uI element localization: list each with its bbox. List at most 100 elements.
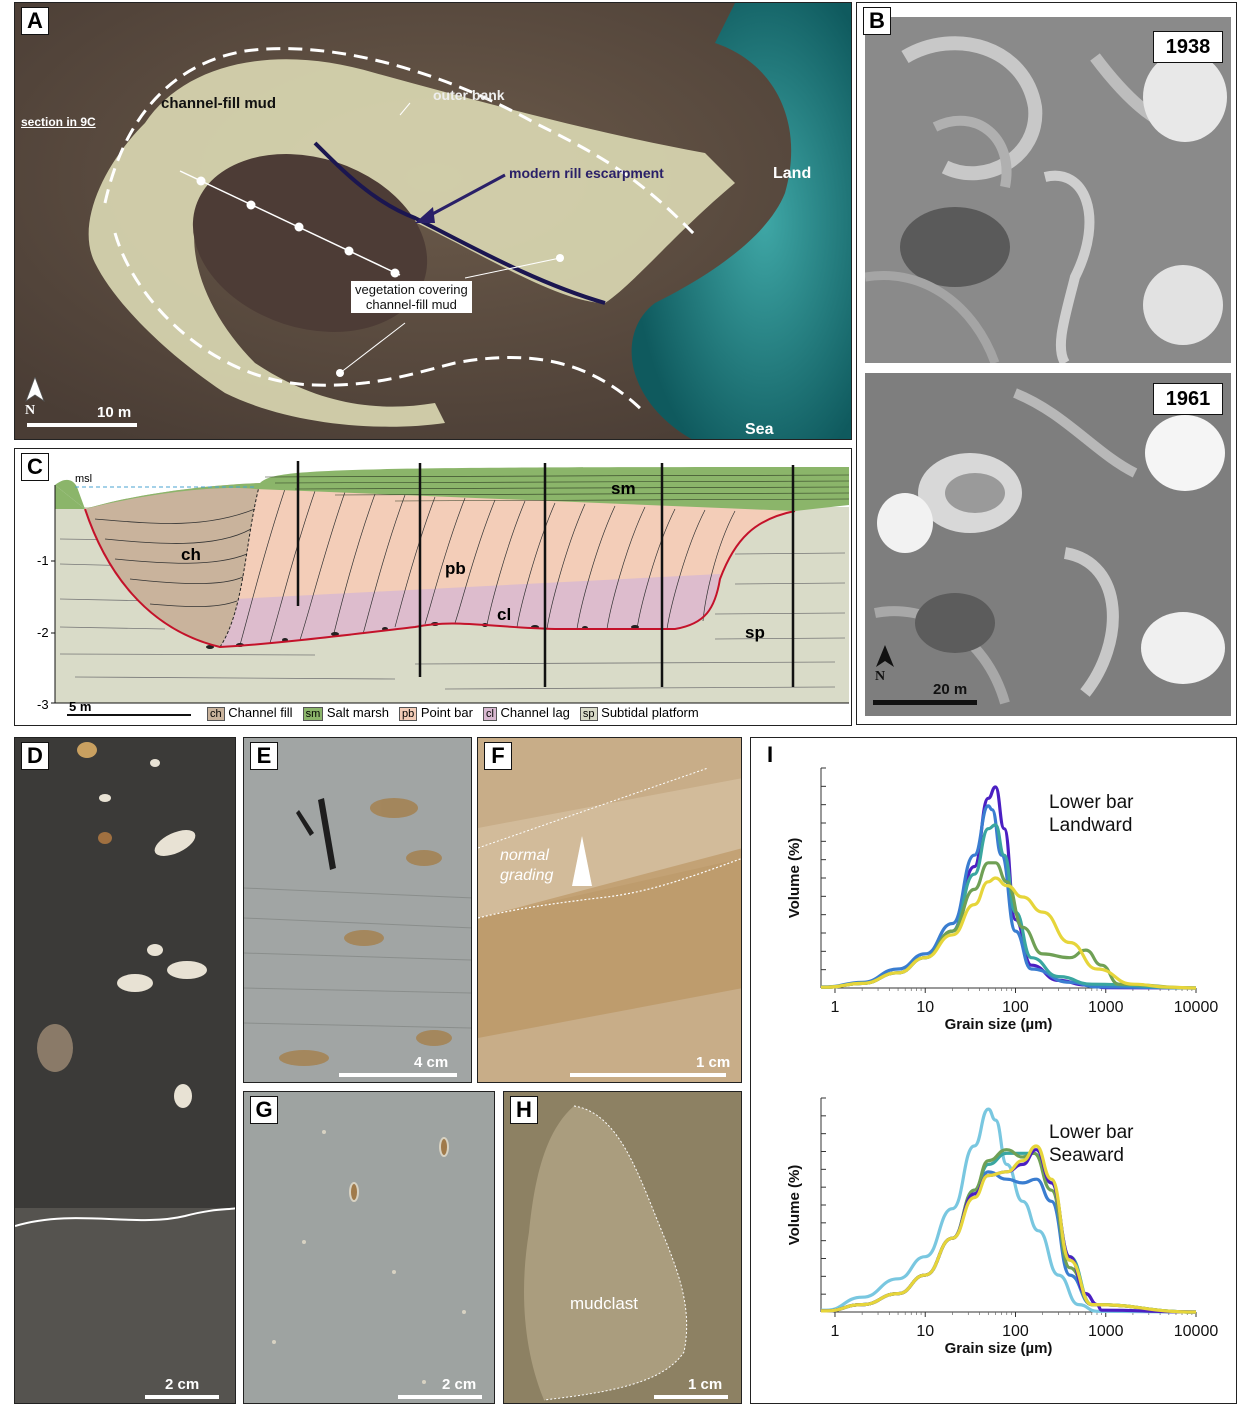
vegetation-label-line1: vegetation covering xyxy=(355,282,468,297)
panel-h: H mudclast 1 cm xyxy=(503,1091,742,1404)
depth-tick-1: -1 xyxy=(37,553,49,568)
legend-swatch: sm xyxy=(302,707,324,721)
scale-bar xyxy=(67,714,191,716)
panel-c: C msl -1 -2 -3 ch pb cl sm sp 5 m ch Cha… xyxy=(14,448,852,726)
legend-item: sm Salt marsh xyxy=(302,705,390,721)
x-tick-label: 10000 xyxy=(1174,999,1219,1016)
scale-bar xyxy=(873,700,977,705)
scale-label: 1 cm xyxy=(696,1054,731,1071)
panel-f: F normal grading 1 cm xyxy=(477,737,742,1083)
legend-item: ch Channel fill xyxy=(207,705,293,721)
scale-label: 5 m xyxy=(69,699,92,714)
north-label: N xyxy=(875,669,886,684)
legend: ch Channel fill sm Salt marsh pb Point b… xyxy=(207,705,699,721)
x-axis-label: Grain size (µm) xyxy=(945,1340,1053,1357)
panel-d: D 2 cm xyxy=(14,737,236,1404)
legend-item: cl Channel lag xyxy=(482,705,570,721)
year-1961-badge: 1961 xyxy=(1153,383,1223,415)
series-line-0-3 xyxy=(821,861,1197,990)
panel-i-label: I xyxy=(766,742,774,767)
scale-label: 2 cm xyxy=(442,1376,477,1393)
series-line-1-3 xyxy=(821,1148,1197,1314)
panel-i: I 1 10 100 1000 10000 Grain size (µm) Volume (… xyxy=(750,737,1237,1404)
panel-h-label: H xyxy=(510,1096,538,1124)
core-photo-d xyxy=(15,738,235,1403)
chart-title-line2: Landward xyxy=(1049,815,1132,836)
scale-bar xyxy=(398,1395,482,1399)
modern-rill-label: modern rill escarpment xyxy=(509,165,664,181)
x-tick-label: 1 xyxy=(831,999,840,1016)
panel-a-label: A xyxy=(21,7,49,35)
north-arrow-icon xyxy=(25,377,45,403)
series-line-1-5 xyxy=(821,1144,1197,1314)
normal-grading-line2: grading xyxy=(500,867,554,884)
panel-b: B 1938 1961 N 20 m xyxy=(856,2,1237,725)
unit-cl-label: cl xyxy=(497,605,512,624)
legend-item: sp Subtidal platform xyxy=(579,705,699,721)
msl-label: msl xyxy=(75,473,93,485)
x-tick-label: 10 xyxy=(916,999,934,1016)
north-arrow-icon xyxy=(876,645,894,667)
legend-text: Salt marsh xyxy=(326,705,390,720)
legend-text: Subtidal platform xyxy=(601,705,699,720)
core-photo-f xyxy=(478,738,741,1082)
scale-label: 2 cm xyxy=(165,1376,200,1393)
x-tick-label: 1 xyxy=(831,1323,840,1340)
series-line-1-0 xyxy=(821,1107,1197,1314)
panel-c-label: C xyxy=(21,453,49,481)
depth-tick-3: -3 xyxy=(37,697,49,712)
vegetation-label-line2: channel-fill mud xyxy=(365,297,457,312)
historic-photo-1961 xyxy=(865,373,1231,716)
cross-section-diagram xyxy=(51,461,850,704)
x-tick-label: 10000 xyxy=(1174,1323,1219,1340)
x-axis-label: Grain size (µm) xyxy=(945,1016,1053,1033)
land-label: Land xyxy=(773,165,812,182)
channel-fill-mud-label: channel-fill mud xyxy=(161,95,277,112)
scale-bar xyxy=(654,1395,728,1399)
y-axis-label: Volume (%) xyxy=(786,838,803,919)
panel-d-label: D xyxy=(21,742,49,770)
sea-label: Sea xyxy=(745,421,774,438)
series-line-1-4 xyxy=(821,1148,1197,1314)
grain-size-charts: 1 10 100 1000 10000 Grain size (µm) Volume (%)… xyxy=(786,767,1219,1357)
historic-photo-1938 xyxy=(865,17,1231,363)
chart-title-line1: Lower bar xyxy=(1049,792,1134,813)
vegetation-label-box: vegetation covering channel-fill mud xyxy=(351,281,472,313)
unit-sm-label: sm xyxy=(611,479,636,498)
legend-swatch: cl xyxy=(482,707,497,721)
legend-text: Channel fill xyxy=(228,705,293,720)
chart-title-line2: Seaward xyxy=(1049,1145,1124,1166)
scale-label: 10 m xyxy=(97,404,132,421)
unit-sp-label: sp xyxy=(745,623,765,642)
scale-label: 4 cm xyxy=(414,1054,449,1071)
legend-swatch: pb xyxy=(399,707,418,721)
unit-ch-label: ch xyxy=(181,545,201,564)
series-line-0-4 xyxy=(821,876,1197,990)
panel-e: E 4 cm xyxy=(243,737,472,1083)
core-photo-g xyxy=(244,1092,494,1403)
x-tick-label: 100 xyxy=(1002,999,1029,1016)
panel-a: A channel-fill mud outer bank section in… xyxy=(14,2,852,440)
panel-g-label: G xyxy=(250,1096,278,1124)
legend-text: Channel lag xyxy=(500,705,570,720)
aerial-photo xyxy=(15,3,851,439)
legend-item: pb Point bar xyxy=(399,705,473,721)
panel-f-label: F xyxy=(484,742,512,770)
x-tick-label: 10 xyxy=(916,1323,934,1340)
core-photo-e xyxy=(244,738,471,1082)
depth-tick-2: -2 xyxy=(37,625,49,640)
core-photo-h xyxy=(504,1092,741,1403)
normal-grading-line1: normal xyxy=(500,847,549,864)
scale-bar xyxy=(339,1073,457,1077)
scale-bar xyxy=(27,423,137,427)
x-tick-label: 1000 xyxy=(1088,1323,1124,1340)
chart-title-line1: Lower bar xyxy=(1049,1122,1134,1143)
y-axis-label: Volume (%) xyxy=(786,1165,803,1246)
panel-b-label: B xyxy=(863,7,891,35)
x-tick-label: 100 xyxy=(1002,1323,1029,1340)
x-tick-label: 1000 xyxy=(1088,999,1124,1016)
scale-label: 1 cm xyxy=(688,1376,723,1393)
normal-grading-label: normal grading xyxy=(500,846,553,886)
series-line-1-2 xyxy=(821,1151,1197,1314)
section-ref-label: section in 9C xyxy=(21,115,96,129)
